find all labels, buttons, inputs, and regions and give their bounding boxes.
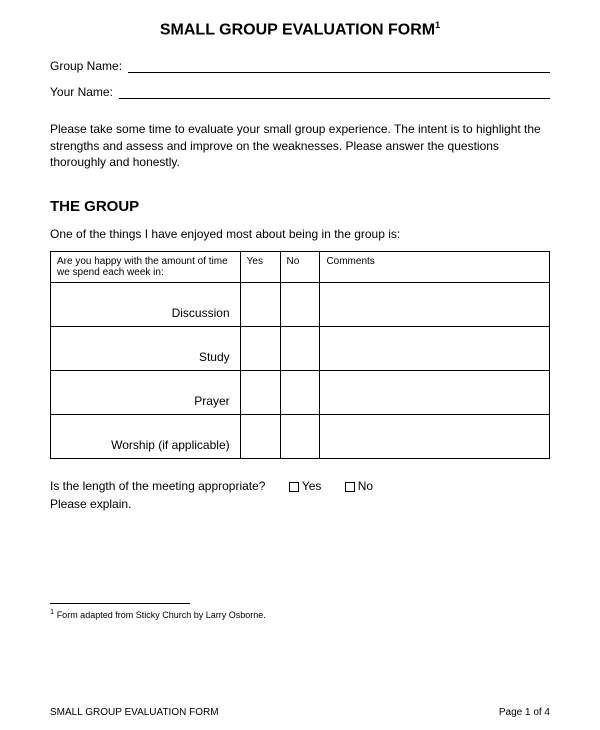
cell-study-comments[interactable] — [320, 326, 550, 370]
footnote: 1 Form adapted from Sticky Church by Lar… — [50, 607, 550, 620]
cell-worship-yes[interactable] — [240, 414, 280, 458]
header-comments: Comments — [320, 251, 550, 282]
enjoyed-prompt: One of the things I have enjoyed most ab… — [50, 227, 550, 241]
cell-discussion-comments[interactable] — [320, 282, 550, 326]
instructions-text: Please take some time to evaluate your s… — [50, 121, 550, 170]
please-explain-text: Please explain. — [50, 497, 131, 511]
table-row: Discussion — [51, 282, 550, 326]
page-footer: SMALL GROUP EVALUATION FORM Page 1 of 4 — [50, 707, 550, 718]
cell-worship-no[interactable] — [280, 414, 320, 458]
footnote-separator — [50, 603, 190, 604]
cell-worship-comments[interactable] — [320, 414, 550, 458]
length-question-text: Is the length of the meeting appropriate… — [50, 479, 265, 493]
your-name-label: Your Name: — [50, 85, 113, 99]
title-footnote-mark: 1 — [435, 20, 440, 30]
cell-discussion-no[interactable] — [280, 282, 320, 326]
footnote-text: Form adapted from Sticky Church by Larry… — [57, 610, 266, 620]
header-question: Are you happy with the amount of time we… — [51, 251, 241, 282]
group-name-label: Group Name: — [50, 59, 122, 73]
section-heading: THE GROUP — [50, 198, 550, 215]
length-yes-checkbox[interactable] — [289, 482, 299, 492]
group-name-input-line[interactable] — [128, 59, 550, 73]
table-row: Study — [51, 326, 550, 370]
length-no-checkbox[interactable] — [345, 482, 355, 492]
length-question-block: Is the length of the meeting appropriate… — [50, 477, 550, 513]
cell-prayer-yes[interactable] — [240, 370, 280, 414]
header-yes: Yes — [240, 251, 280, 282]
cell-prayer-comments[interactable] — [320, 370, 550, 414]
title-text: SMALL GROUP EVALUATION FORM — [160, 21, 435, 38]
table-header-row: Are you happy with the amount of time we… — [51, 251, 550, 282]
footnote-mark: 1 — [50, 607, 54, 616]
cell-discussion-yes[interactable] — [240, 282, 280, 326]
cell-study-yes[interactable] — [240, 326, 280, 370]
footer-right: Page 1 of 4 — [499, 707, 550, 718]
table-row: Prayer — [51, 370, 550, 414]
cell-study-no[interactable] — [280, 326, 320, 370]
row-label-study: Study — [51, 326, 241, 370]
row-label-prayer: Prayer — [51, 370, 241, 414]
length-yes-label: Yes — [302, 479, 322, 493]
your-name-input-line[interactable] — [119, 85, 550, 99]
header-no: No — [280, 251, 320, 282]
row-label-discussion: Discussion — [51, 282, 241, 326]
cell-prayer-no[interactable] — [280, 370, 320, 414]
group-name-row: Group Name: — [50, 59, 550, 73]
footer-left: SMALL GROUP EVALUATION FORM — [50, 707, 219, 718]
table-row: Worship (if applicable) — [51, 414, 550, 458]
your-name-row: Your Name: — [50, 85, 550, 99]
length-no-label: No — [358, 479, 373, 493]
evaluation-table: Are you happy with the amount of time we… — [50, 251, 550, 459]
row-label-worship: Worship (if applicable) — [51, 414, 241, 458]
form-title: SMALL GROUP EVALUATION FORM1 — [50, 20, 550, 39]
